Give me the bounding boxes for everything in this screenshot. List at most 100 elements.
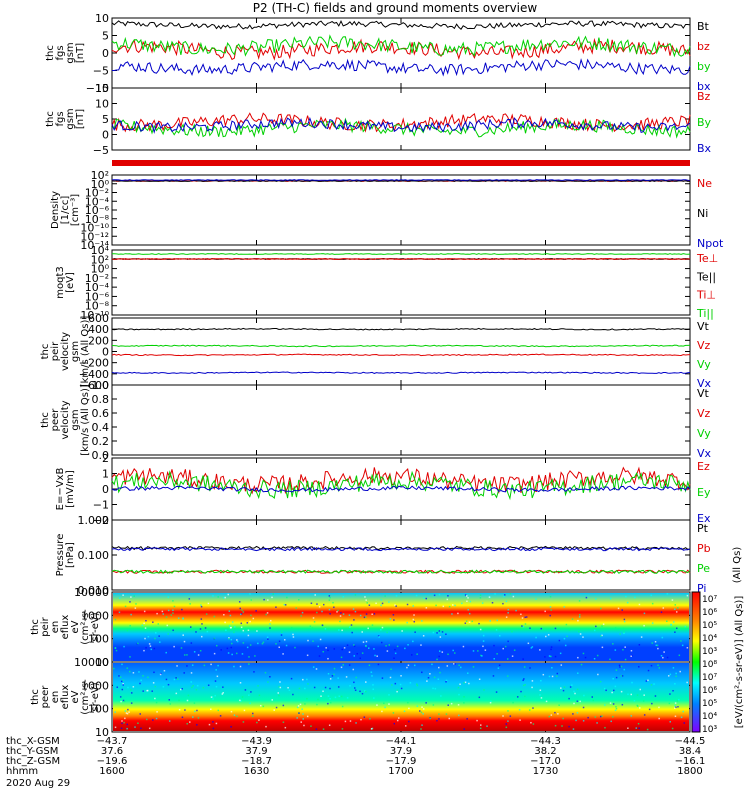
colorbar-tick-label: 10⁵ — [702, 621, 717, 631]
legend-Ey: Ey — [697, 486, 711, 499]
y-axis-label-line: peir — [40, 616, 51, 636]
spectrogram-pixel — [151, 690, 153, 692]
spectrogram-pixel — [394, 604, 396, 606]
spectrogram-pixel — [643, 612, 646, 615]
spectrogram-pixel — [280, 634, 283, 636]
spectrogram-pixel — [482, 629, 484, 631]
spectrogram-pixel — [577, 672, 579, 674]
spectrogram-pixel — [134, 726, 136, 728]
spectrogram-pixel — [637, 705, 639, 707]
spectrogram-pixel — [353, 655, 356, 657]
spectrogram-pixel — [558, 704, 560, 706]
spectrogram-pixel — [502, 602, 504, 605]
spectrogram-pixel — [548, 715, 551, 718]
spectrogram-pixel — [145, 647, 147, 649]
spectrogram-pixel — [479, 727, 482, 730]
y-tick-label: 1 — [102, 468, 109, 481]
spectrogram-pixel — [573, 702, 575, 705]
spectrogram-pixel — [313, 686, 316, 689]
spectrogram-pixel — [429, 673, 431, 675]
spectrogram-pixel — [638, 666, 640, 668]
spectrogram-pixel — [408, 707, 410, 710]
y-tick-label: 1.000 — [78, 514, 110, 527]
spectrogram-pixel — [601, 646, 604, 649]
spectrogram-pixel — [269, 627, 271, 629]
spectrogram-pixel — [396, 719, 399, 722]
spectrogram-pixel — [356, 653, 358, 655]
y-tick-label: 0 — [102, 47, 109, 60]
spectrogram-pixel — [352, 608, 355, 610]
spectrogram-pixel — [614, 649, 617, 651]
y-tick-label: 15 — [95, 82, 109, 95]
spectrogram-pixel — [376, 704, 378, 706]
spectrogram-pixel — [509, 715, 512, 717]
spectrogram-pixel — [235, 652, 238, 655]
spectrogram-pixel — [165, 616, 168, 618]
spectrogram-pixel — [173, 678, 176, 681]
spectrogram-pixel — [400, 675, 402, 677]
spectrogram-pixel — [502, 715, 504, 717]
spectrogram-pixel — [348, 614, 351, 616]
spectrogram-pixel — [172, 600, 174, 602]
spectrogram-pixel — [146, 689, 148, 692]
spectrogram-pixel — [233, 665, 235, 668]
spectrogram-pixel — [622, 627, 625, 630]
x-axis-value: −43.7 — [97, 736, 128, 747]
spectrogram-pixel — [157, 623, 160, 625]
spectrogram-pixel — [191, 686, 193, 689]
y-tick-label: −2 — [93, 514, 109, 527]
spectrogram-pixel — [352, 668, 355, 671]
spectrogram-pixel — [523, 666, 526, 668]
spectrogram-pixel — [554, 627, 557, 630]
spectrogram-pixel — [627, 727, 629, 729]
spectrogram-pixel — [479, 628, 482, 631]
spectrogram-pixel — [180, 688, 182, 691]
plot-title: P2 (TH-C) fields and ground moments over… — [253, 1, 538, 15]
spectrogram-pixel — [242, 642, 245, 644]
spectrogram-pixel — [242, 721, 245, 723]
spectrogram-pixel — [298, 687, 301, 690]
spectrogram-pixel — [464, 594, 467, 596]
spectrogram-pixel — [679, 670, 681, 673]
spectrogram-pixel — [426, 680, 428, 682]
panel-efield: E=−VxB [mV/m] 2 1 0 −1 −2 Ez Ey Ex — [55, 452, 711, 527]
spectrogram-pixel — [612, 677, 614, 680]
spectrogram-pixel — [196, 709, 198, 712]
spectrogram-pixel — [519, 719, 521, 721]
spectrogram-pixel — [301, 708, 303, 710]
spectrogram-pixel — [623, 631, 625, 634]
spectrogram-pixel — [196, 684, 199, 687]
spectrogram-pixel — [169, 703, 172, 705]
spectrogram-pixel — [250, 599, 253, 601]
spectrogram-pixel — [361, 631, 363, 633]
spectrogram-pixel — [322, 603, 325, 606]
spectrogram-pixel — [353, 645, 356, 647]
spectrogram-pixel — [180, 647, 183, 649]
spectrogram-pixel — [593, 657, 596, 660]
spectrogram-pixel — [202, 686, 205, 689]
spectrogram-pixel — [551, 675, 554, 678]
spectrogram-pixel — [122, 684, 125, 686]
legend-Bt: Bt — [697, 20, 710, 33]
y-tick-label: 400 — [88, 323, 109, 336]
spectrogram-pixel — [286, 596, 288, 599]
spectrogram-pixel — [365, 681, 367, 683]
spectrogram-pixel — [322, 650, 325, 653]
spectrogram-pixel — [459, 683, 461, 686]
spectrogram-pixel — [241, 696, 244, 698]
spectrogram-pixel — [549, 614, 551, 617]
spectrogram-pixel — [409, 682, 412, 684]
spectrogram-pixel — [312, 666, 315, 668]
spectrogram-pixel — [371, 613, 373, 615]
spectrogram-pixel — [327, 702, 329, 705]
spectrogram-pixel — [686, 681, 688, 684]
spectrogram-pixel — [192, 716, 194, 718]
spectrogram-pixel — [252, 617, 255, 620]
legend-Pe: Pe — [697, 562, 710, 575]
spectrogram-pixel — [230, 638, 233, 641]
spectrogram-pixel — [227, 652, 230, 654]
spectrogram-pixel — [167, 683, 170, 686]
spectrogram-pixel — [365, 616, 367, 618]
spectrogram-pixel — [422, 708, 425, 710]
spectrogram-pixel — [195, 631, 197, 633]
